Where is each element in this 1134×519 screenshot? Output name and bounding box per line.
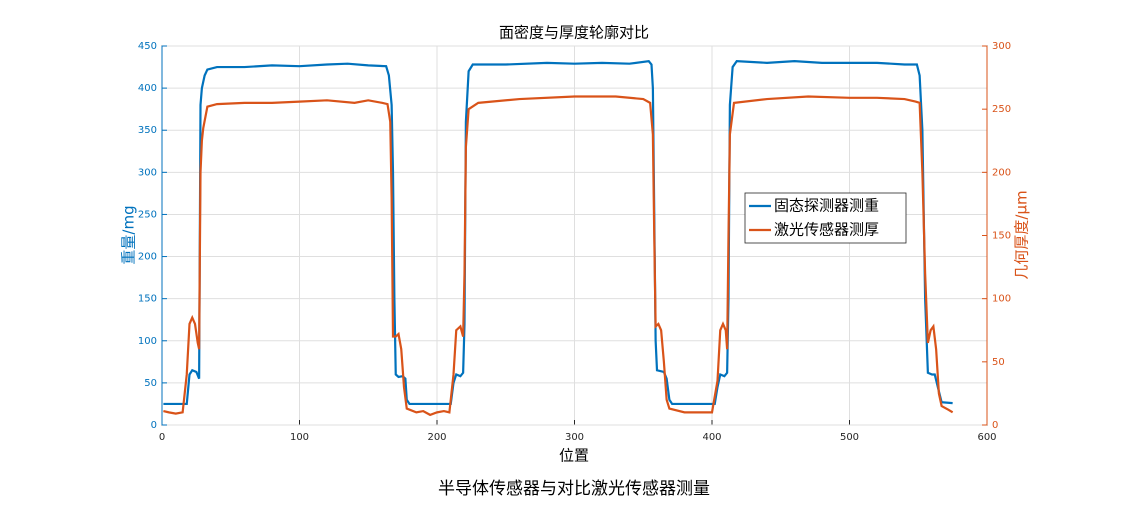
y-tick-label: 200 — [138, 252, 157, 263]
y-tick-label: 50 — [144, 378, 157, 389]
y-tick-label: 0 — [151, 420, 157, 431]
x-tick-label: 100 — [290, 432, 309, 443]
x-tick-label: 600 — [977, 432, 996, 443]
x-tick-label: 400 — [702, 432, 721, 443]
y2-tick-label: 150 — [992, 231, 1011, 242]
x-axis-label: 位置 — [559, 447, 589, 465]
y2-axis-label: 几何厚度/μm — [1013, 190, 1031, 279]
y2-tick-label: 300 — [992, 41, 1011, 52]
legend-box — [744, 192, 907, 244]
y2-tick-label: 200 — [992, 167, 1011, 178]
y2-tick-label: 0 — [992, 420, 998, 431]
x-tick-label: 200 — [427, 432, 446, 443]
y-tick-label: 350 — [138, 125, 157, 136]
y-tick-label: 100 — [138, 336, 157, 347]
y-tick-label: 250 — [138, 209, 157, 220]
chart-title: 面密度与厚度轮廓对比 — [499, 24, 649, 42]
y-tick-label: 450 — [138, 41, 157, 52]
x-tick-label: 0 — [159, 432, 165, 443]
data-line — [163, 95, 954, 417]
x-tick-label: 300 — [565, 432, 584, 443]
x-tick-label: 500 — [840, 432, 859, 443]
y-tick-label: 300 — [138, 167, 157, 178]
caption: 半导体传感器与对比激光传感器测量 — [438, 479, 710, 499]
y-tick-label: 400 — [138, 83, 157, 94]
y-axis-label: 重量/mg — [120, 205, 138, 264]
data-line — [163, 59, 953, 406]
y2-tick-label: 250 — [992, 104, 1011, 115]
legend-label: 固态探测器测重 — [774, 197, 879, 215]
y2-tick-label: 100 — [992, 294, 1011, 305]
legend-label: 激光传感器测厚 — [774, 221, 879, 239]
y-tick-label: 150 — [138, 294, 157, 305]
y2-tick-label: 50 — [992, 357, 1005, 368]
